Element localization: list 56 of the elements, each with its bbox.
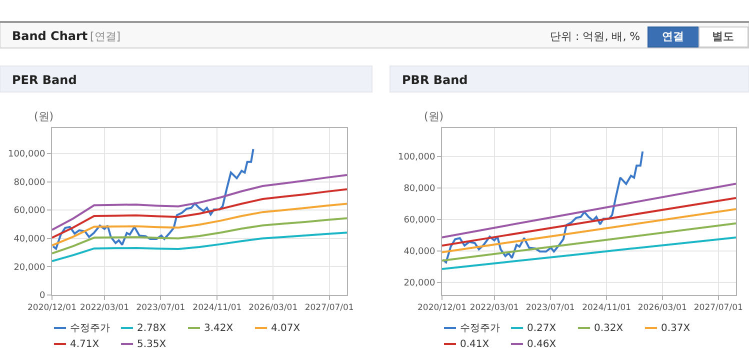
x-tick-label: 2022/03/01 <box>470 303 519 314</box>
y-tick-label: 100,000 <box>398 152 436 163</box>
y-tick-label: 40,000 <box>14 234 46 245</box>
x-tick-label: 2026/03/01 <box>248 303 298 314</box>
legend-label: 수정주가 <box>460 323 500 334</box>
chart-title: PBR Band <box>402 73 468 87</box>
chart-title: PER Band <box>12 73 77 87</box>
line-series <box>52 188 347 239</box>
legend-label: 5.35X <box>137 339 166 350</box>
x-tick-label: 2023/07/01 <box>526 303 575 314</box>
line-series <box>52 202 347 246</box>
x-tick-label: 2022/03/01 <box>80 303 130 314</box>
y-tick-label: 60,000 <box>14 206 46 216</box>
legend-label: 0.46X <box>527 339 556 350</box>
legend-label: 4.07X <box>271 323 300 334</box>
line-series <box>52 148 254 250</box>
y-tick-label: 80,000 <box>404 184 436 194</box>
legend-label: 2.78X <box>137 323 166 334</box>
line-series <box>442 236 736 270</box>
text: 별도 <box>712 30 734 43</box>
line-series <box>442 150 644 264</box>
line-series <box>52 232 347 262</box>
legend-label: 0.27X <box>527 323 556 334</box>
line-series <box>442 208 736 254</box>
line-series <box>52 174 347 231</box>
legend-label: 수정주가 <box>70 323 110 334</box>
x-tick-label: 2020/12/01 <box>418 303 466 314</box>
y-tick-label: 80,000 <box>14 178 46 188</box>
legend-label: 0.37X <box>661 323 690 334</box>
text: [연결] <box>90 30 121 43</box>
y-tick-label: 0 <box>39 291 46 302</box>
legend-label: 4.71X <box>70 339 100 350</box>
x-tick-label: 2023/07/01 <box>136 303 186 314</box>
text: 단위 : 억원, 배, % <box>550 30 640 43</box>
y-tick-label: 60,000 <box>404 216 436 226</box>
y-axis-title: (원) <box>34 110 54 123</box>
y-axis-title: (원) <box>424 110 444 123</box>
x-tick-label: 2026/03/01 <box>638 303 687 314</box>
x-tick-label: 2024/11/01 <box>582 303 632 314</box>
text: Band Chart <box>12 29 88 43</box>
legend-label: 3.42X <box>204 323 234 334</box>
y-tick-label: 20,000 <box>404 278 436 289</box>
legend-label: 0.41X <box>460 339 490 350</box>
line-series <box>52 217 347 254</box>
line-series <box>442 222 736 262</box>
x-tick-label: 2027/07/01 <box>304 303 354 314</box>
x-tick-label: 2020/12/01 <box>28 303 76 314</box>
y-tick-label: 100,000 <box>8 150 46 160</box>
y-tick-label: 40,000 <box>404 247 436 258</box>
line-series <box>442 196 736 247</box>
line-series <box>442 182 736 238</box>
y-tick-label: 20,000 <box>14 262 46 273</box>
text: 연결 <box>662 30 684 43</box>
x-tick-label: 2027/07/01 <box>694 303 743 314</box>
legend-label: 0.32X <box>594 323 624 334</box>
x-tick-label: 2024/11/01 <box>192 303 242 314</box>
